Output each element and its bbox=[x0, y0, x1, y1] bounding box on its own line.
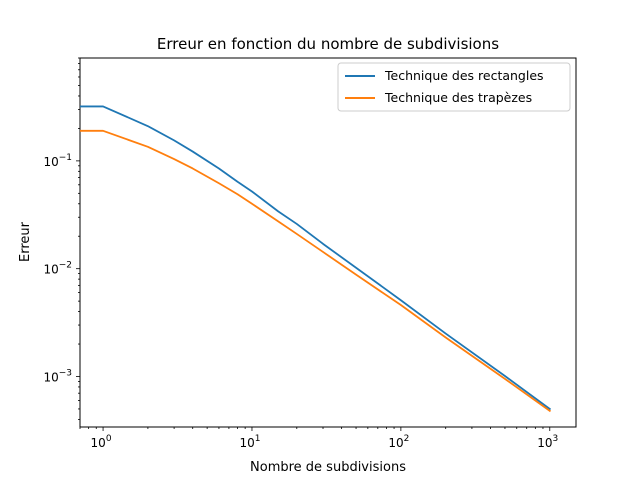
x-tick-label: 100 bbox=[91, 434, 112, 450]
y-axis-ticks: 10−3 10−2 10−1 bbox=[43, 57, 80, 420]
legend-label-trapezes: Technique des trapèzes bbox=[384, 90, 532, 105]
legend: Technique des rectangles Technique des t… bbox=[337, 62, 571, 112]
plot-area-frame bbox=[79, 57, 577, 428]
series-layer bbox=[80, 105, 552, 413]
x-tick-label: 101 bbox=[239, 434, 260, 450]
x-axis-title: Nombre de subdivisions bbox=[250, 460, 406, 475]
series-line-1 bbox=[80, 129, 552, 413]
x-axis-ticks: 100 101 102 103 bbox=[79, 427, 558, 450]
series-line-0 bbox=[80, 105, 552, 411]
y-axis-title: Erreur bbox=[18, 221, 33, 262]
y-tick-label: 10−1 bbox=[43, 153, 72, 169]
chart-title: Erreur en fonction du nombre de subdivis… bbox=[157, 35, 499, 53]
legend-label-rectangles: Technique des rectangles bbox=[384, 68, 544, 83]
y-tick-label: 10−3 bbox=[43, 368, 72, 384]
legend-box bbox=[337, 62, 571, 112]
x-tick-label: 103 bbox=[537, 434, 558, 450]
y-tick-label: 10−2 bbox=[43, 261, 72, 277]
x-tick-label: 102 bbox=[388, 434, 409, 450]
